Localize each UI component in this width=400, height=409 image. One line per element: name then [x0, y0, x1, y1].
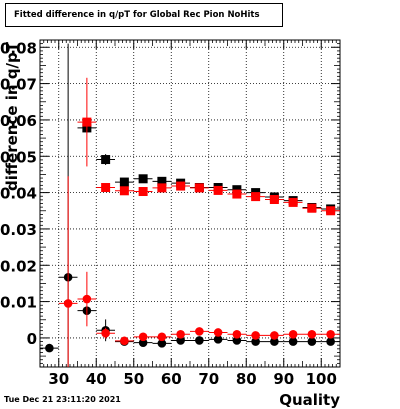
data-point-circle: [326, 337, 335, 346]
data-point-square: [307, 203, 317, 213]
data-point-square: [138, 174, 148, 184]
data-point-circle: [82, 294, 92, 304]
data-point-square: [119, 186, 129, 196]
data-point-circle: [176, 330, 185, 339]
data-point-circle: [307, 337, 317, 346]
data-point-square: [119, 177, 129, 187]
data-point-circle: [195, 327, 204, 336]
data-point-circle: [213, 335, 223, 344]
data-point-circle: [251, 331, 260, 340]
data-point-circle: [232, 330, 242, 339]
data-point-square: [326, 206, 336, 216]
x-tick-label: 70: [198, 370, 219, 388]
y-tick-label: 0.06: [0, 112, 37, 130]
data-point-circle: [270, 337, 279, 346]
data-point-circle: [307, 330, 317, 339]
y-tick-label: 0.04: [0, 185, 37, 203]
timestamp: Tue Dec 21 23:11:20 2021: [4, 395, 121, 404]
data-point-circle: [288, 337, 298, 346]
data-point-circle: [251, 337, 260, 346]
chart-title-box: Fitted difference in q/pT for Global Rec…: [5, 3, 283, 27]
data-point-square: [157, 183, 167, 193]
data-point-circle: [270, 331, 279, 340]
y-tick-label: 0.03: [0, 221, 37, 239]
y-axis-title: difference in q/pT: [3, 41, 21, 191]
y-tick-label: 0.05: [0, 148, 37, 166]
data-point-circle: [157, 339, 167, 348]
x-tick-label: 90: [273, 370, 294, 388]
data-point-square: [176, 181, 186, 191]
grid-layer: [40, 40, 340, 367]
tick-layer: 30 40 50 60 70 80 90 100 0 0.01 0.02 0.03 0.04 0.05 0.…: [0, 39, 341, 388]
x-tick-label: 40: [86, 370, 107, 388]
y-tick-label: 0.02: [0, 257, 37, 275]
data-point-square: [213, 185, 223, 195]
data-layer: [40, 43, 340, 367]
data-point-circle: [288, 330, 298, 339]
x-axis-title: Quality: [279, 391, 340, 409]
data-point-circle: [120, 336, 129, 346]
data-point-circle: [63, 299, 73, 308]
data-point-square: [194, 183, 204, 193]
data-point-square: [251, 192, 261, 202]
data-point-square: [82, 117, 92, 127]
x-tick-label: 100: [306, 370, 337, 388]
data-point-circle: [195, 336, 204, 345]
data-point-circle: [101, 328, 110, 338]
series-3: [58, 176, 340, 367]
data-point-circle: [176, 336, 185, 345]
data-point-square: [232, 189, 242, 199]
data-point-circle: [326, 330, 335, 339]
data-point-circle: [213, 328, 223, 337]
x-tick-label: 60: [161, 370, 182, 388]
data-point-circle: [232, 336, 242, 345]
series-1: [77, 77, 340, 216]
y-tick-label: 0.08: [0, 39, 37, 57]
data-point-circle: [138, 332, 148, 342]
data-point-square: [288, 197, 298, 207]
x-tick-label: 30: [48, 370, 69, 388]
error-bar: [58, 176, 78, 367]
data-point-square: [269, 195, 279, 205]
data-point-square: [138, 187, 148, 197]
data-point-circle: [157, 332, 167, 342]
data-point-square: [101, 183, 111, 193]
data-point-circle: [45, 343, 54, 353]
data-point-square: [157, 176, 167, 186]
x-tick-label: 50: [123, 370, 144, 388]
y-tick-label: 0.01: [0, 294, 37, 312]
data-point-square: [101, 155, 111, 165]
chart-title: Fitted difference in q/pT for Global Rec…: [14, 10, 260, 20]
y-tick-label: 0.07: [0, 76, 37, 94]
x-tick-label: 80: [236, 370, 257, 388]
y-tick-label: 0: [27, 330, 37, 348]
